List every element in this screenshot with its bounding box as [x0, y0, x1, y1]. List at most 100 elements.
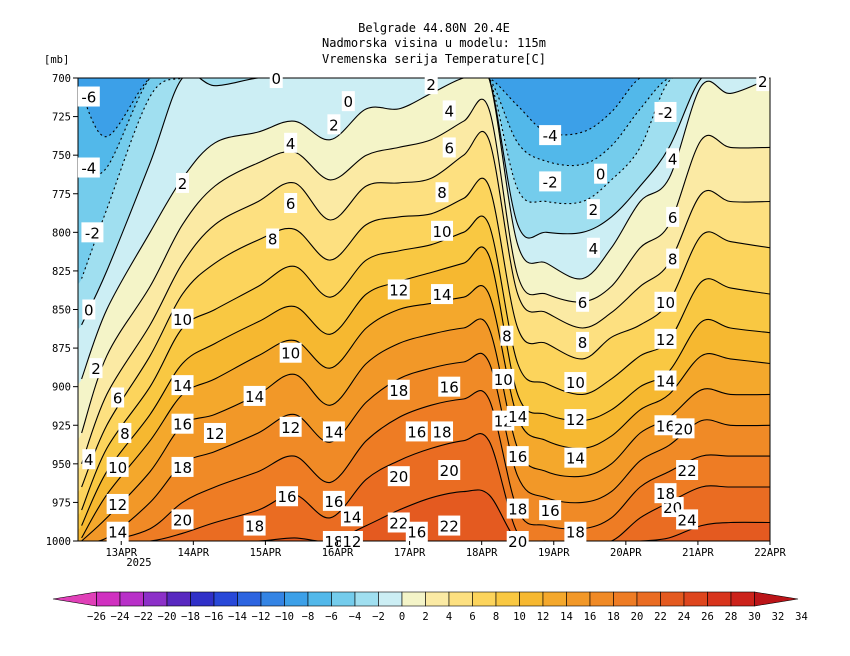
contour-label-text: 6 [668, 209, 678, 227]
contour-label: 0 [269, 68, 283, 88]
contour-label: 18 [431, 421, 454, 442]
contour-label-bg [564, 447, 587, 468]
contour-label-text: -2 [543, 173, 558, 191]
contour-label-bg [77, 157, 100, 178]
contour-label-text: 22 [389, 514, 408, 532]
contour-label-text: 18 [173, 459, 192, 477]
contour-label-text: 24 [678, 511, 697, 529]
colorbar-segment [331, 591, 356, 607]
contour-label-bg [756, 71, 770, 92]
contour-label: 10 [279, 342, 302, 363]
contour-label: 20 [506, 531, 529, 551]
contour-label: 16 [506, 446, 529, 467]
contour-label: 0 [341, 91, 355, 112]
contour-label: 10 [106, 456, 129, 477]
contour-label-bg [438, 376, 461, 397]
contour-label-bg [171, 509, 194, 530]
contour-label-text: 0 [596, 166, 606, 184]
colorbar-segment [52, 591, 97, 607]
contour-label-text: 12 [566, 411, 585, 429]
band-above-24 [78, 489, 770, 541]
x-tick-label: 22APR [754, 547, 786, 559]
contour-label: 18 [243, 515, 266, 536]
contour-label-text: 16 [324, 493, 343, 511]
contour-label-bg [82, 299, 96, 320]
contour-label-bg [387, 466, 410, 487]
contour-label-text: 2 [178, 175, 188, 193]
contour-label: 14 [564, 447, 587, 468]
contour-label-text: 18 [656, 485, 675, 503]
contour-label: -2 [81, 222, 104, 243]
contour-label-text: 20 [508, 533, 527, 551]
y-tick-label: 925 [52, 420, 71, 432]
contour-label-text: 8 [268, 231, 278, 249]
contour-label: 12 [387, 279, 410, 300]
contour-label-text: 18 [432, 423, 451, 441]
contour-label-text: 18 [324, 533, 343, 551]
colorbar-tick-label: 0 [399, 611, 405, 623]
isotherm-22 [81, 433, 770, 541]
colorbar-segment [166, 591, 191, 607]
contour-label: 4 [284, 132, 298, 153]
y-tick-label: 700 [52, 73, 71, 85]
x-tick-label: 13APR [105, 547, 137, 559]
colorbar-segment [448, 591, 473, 607]
contour-label-bg [654, 483, 677, 504]
contour-label: 16 [171, 413, 194, 434]
x-tick-label: 21APR [682, 547, 714, 559]
contour-label: 14 [322, 421, 345, 442]
contour-label-text: 14 [566, 450, 585, 468]
contour-label: 22 [387, 512, 410, 533]
contour-label-text: -2 [658, 104, 673, 122]
contour-label: 6 [666, 206, 680, 227]
isotherm-2 [81, 78, 770, 380]
contour-label-text: 14 [508, 408, 527, 426]
isotherm-4 [81, 98, 770, 434]
chart-title: Belgrade 44.80N 20.4E Nadmorska visina u… [322, 21, 546, 66]
contour-label-text: 6 [444, 139, 454, 157]
colorbar-tick-label: −12 [252, 611, 271, 623]
contour-label: 14 [340, 506, 363, 527]
contour-label-bg [279, 342, 302, 363]
contour-label: 14 [654, 370, 677, 391]
contour-label-text: 2 [589, 201, 599, 219]
contour-label-bg [594, 163, 608, 184]
contour-label-text: 4 [286, 135, 296, 153]
contour-label-text: 8 [120, 425, 130, 443]
colorbar-tick-label: −14 [228, 611, 247, 623]
colorbar-tick-label: 14 [560, 611, 573, 623]
contour-label: 16 [322, 490, 345, 511]
contour-label: 22 [676, 460, 699, 481]
contour-label-bg [284, 193, 298, 214]
contour-label-bg [564, 372, 587, 393]
contour-label-bg [171, 456, 194, 477]
contour-label: 0 [594, 163, 608, 184]
contour-label: -4 [77, 157, 100, 178]
colorbar-segment [96, 591, 121, 607]
colorbar-segment [707, 591, 732, 607]
y-tick-label: 1000 [46, 536, 71, 548]
contour-label: 8 [118, 422, 132, 443]
contour-label-text: 12 [656, 331, 675, 349]
contour-label-bg [442, 100, 456, 121]
contour-label-bg [492, 368, 515, 389]
colorbar-tick-label: 32 [772, 611, 785, 623]
contour-label-text: 10 [566, 374, 585, 392]
contour-label-bg [435, 182, 449, 203]
contour-label-bg [654, 328, 677, 349]
contour-label-bg [442, 137, 456, 158]
y-tick-label: 900 [52, 382, 71, 394]
contour-label-bg [327, 114, 341, 135]
colorbar-tick-label: 6 [469, 611, 475, 623]
contour-label-text: 20 [440, 462, 459, 480]
contour-label-bg [387, 512, 410, 533]
contour-label: 18 [654, 483, 677, 504]
contour-label-bg [405, 521, 428, 542]
x-tick-label: 20APR [610, 547, 642, 559]
contour-label-bg [387, 379, 410, 400]
colorbar-segment [425, 591, 450, 607]
contour-label-text: 16 [407, 423, 426, 441]
contour-label: 2 [756, 71, 770, 92]
contour-label-bg [576, 331, 590, 352]
